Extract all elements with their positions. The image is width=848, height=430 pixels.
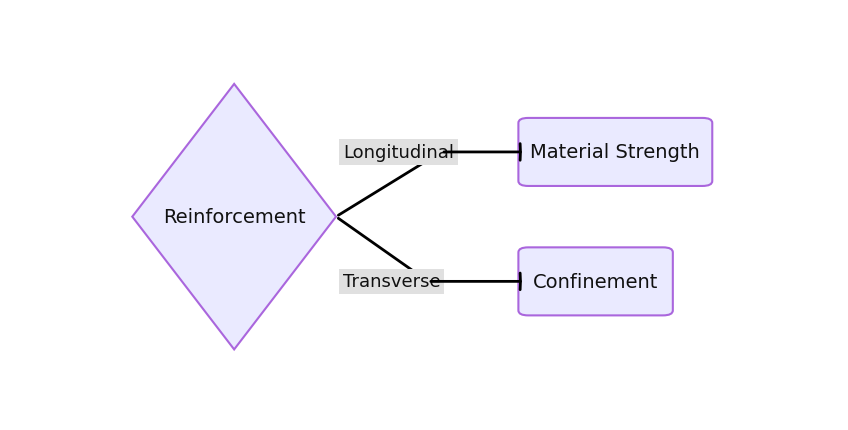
FancyBboxPatch shape	[518, 119, 712, 187]
Text: Transverse: Transverse	[343, 273, 441, 291]
Text: Confinement: Confinement	[533, 272, 658, 291]
FancyBboxPatch shape	[518, 248, 672, 316]
Polygon shape	[132, 85, 336, 350]
Text: Longitudinal: Longitudinal	[343, 144, 454, 162]
Text: Material Strength: Material Strength	[531, 143, 700, 162]
Text: Reinforcement: Reinforcement	[163, 208, 305, 227]
